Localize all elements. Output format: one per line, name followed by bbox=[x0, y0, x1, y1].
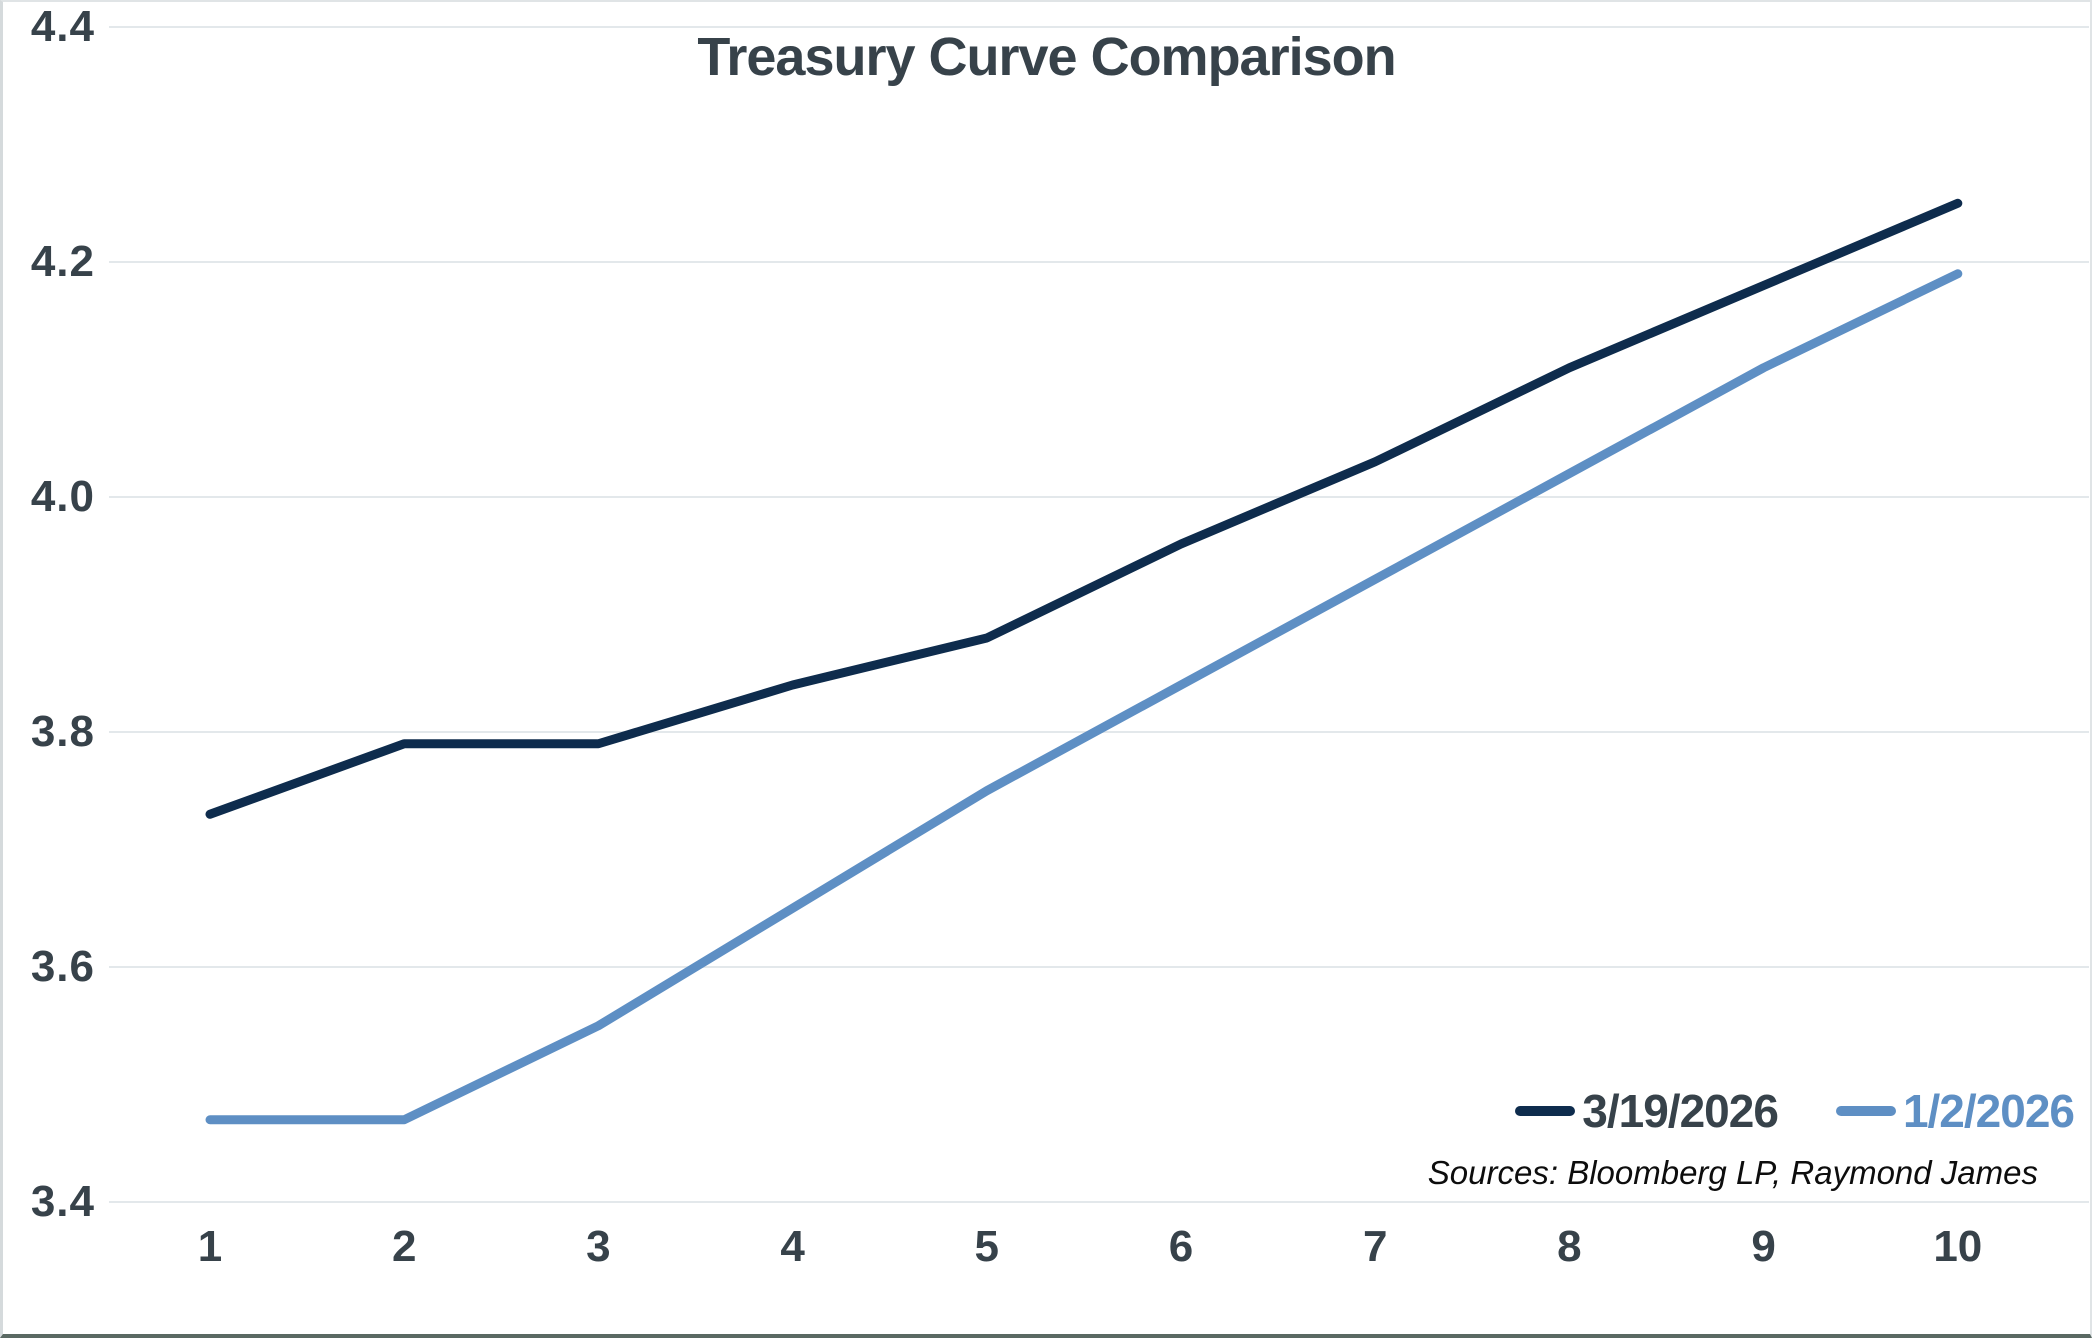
legend: 3/19/2026 1/2/2026 bbox=[1515, 1084, 2075, 1138]
y-tick-label: 4.4 bbox=[30, 2, 95, 51]
y-tick-label: 4.0 bbox=[30, 472, 95, 521]
x-tick-label: 10 bbox=[1933, 1222, 1983, 1271]
legend-item-series-0: 3/19/2026 bbox=[1515, 1084, 1779, 1138]
y-tick-label: 3.4 bbox=[30, 1177, 95, 1226]
series-lines bbox=[205, 198, 1963, 1125]
y-tick-label: 3.6 bbox=[30, 942, 95, 991]
chart-title: Treasury Curve Comparison bbox=[697, 27, 1396, 87]
x-tick-label: 2 bbox=[391, 1222, 417, 1271]
gridlines bbox=[109, 26, 2089, 1203]
x-tick-label: 5 bbox=[974, 1222, 1000, 1271]
x-tick-label: 6 bbox=[1168, 1222, 1194, 1271]
legend-label: 1/2/2026 bbox=[1902, 1085, 2075, 1137]
y-tick-label: 4.2 bbox=[30, 237, 95, 286]
sources-note: Sources: Bloomberg LP, Raymond James bbox=[1427, 1154, 2038, 1191]
x-tick-label: 4 bbox=[780, 1222, 805, 1271]
legend-label: 3/19/2026 bbox=[1582, 1085, 1779, 1137]
legend-line-swatch bbox=[1515, 1106, 1576, 1116]
plot-area bbox=[109, 26, 2089, 1203]
x-tick-label: 3 bbox=[586, 1222, 611, 1271]
legend-item-series-1: 1/2/2026 bbox=[1835, 1084, 2075, 1138]
y-tick-label: 3.8 bbox=[30, 707, 95, 756]
series-line-3-19-2026 bbox=[205, 198, 1963, 819]
x-tick-label: 7 bbox=[1362, 1222, 1388, 1271]
x-tick-label: 8 bbox=[1557, 1222, 1582, 1271]
legend-line-swatch bbox=[1835, 1106, 1896, 1116]
x-tick-label: 9 bbox=[1751, 1222, 1776, 1271]
series-line-1-2-2026 bbox=[205, 269, 1963, 1125]
x-tick-label: 1 bbox=[197, 1222, 223, 1271]
